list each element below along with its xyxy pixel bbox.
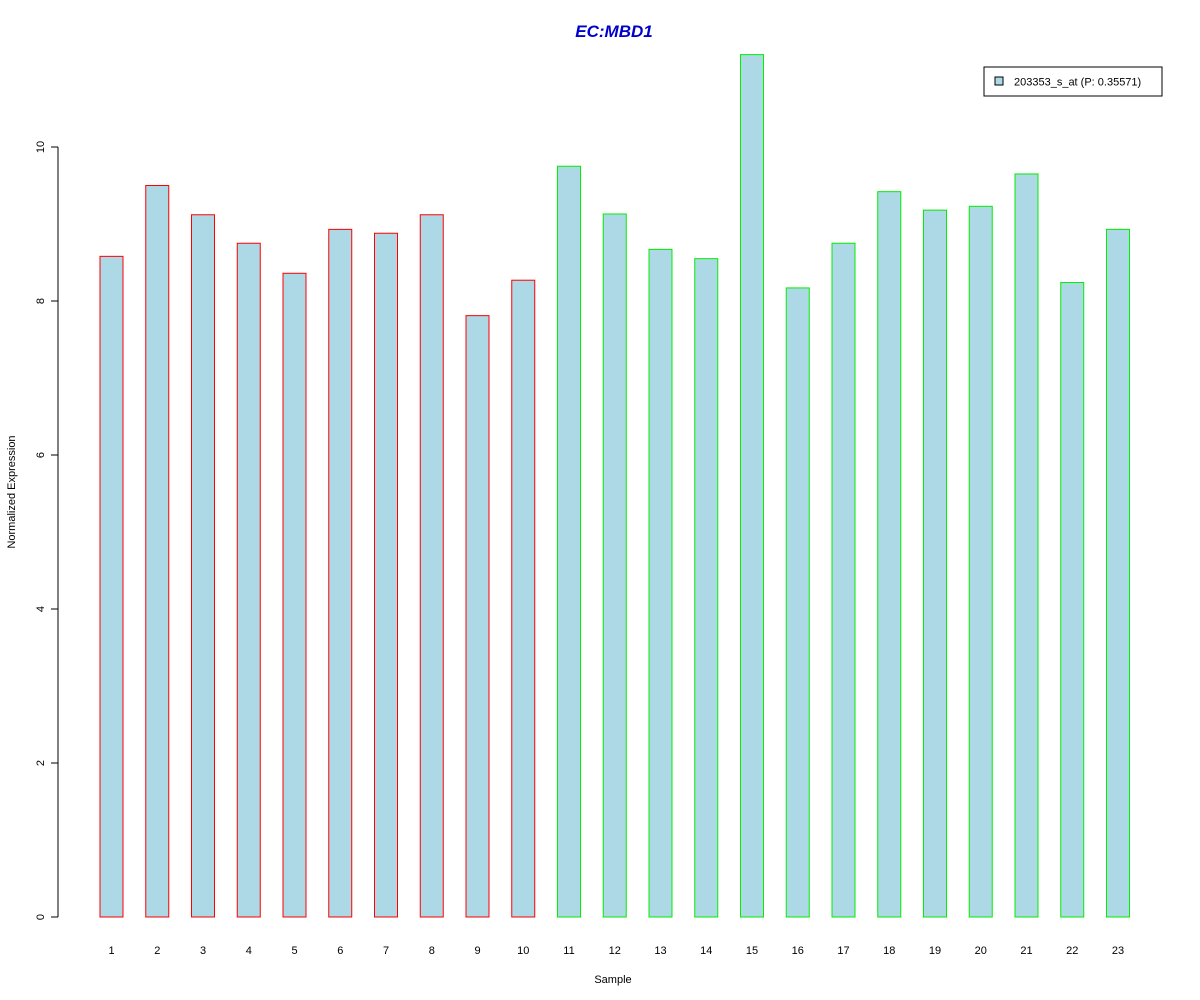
y-tick-label: 0 [35,914,47,920]
bar-sample-22 [1060,282,1085,918]
bar-sample-11 [557,165,581,918]
legend-swatch [994,76,1004,86]
bar-sample-9 [465,315,490,918]
x-tick-label: 15 [746,945,758,957]
y-tick-label: 4 [35,606,47,612]
x-axis-label: Sample [594,974,631,986]
y-tick-label: 6 [35,452,47,458]
bar-sample-16 [785,287,810,918]
bar-sample-20 [968,205,993,918]
x-tick-label: 6 [337,945,343,957]
y-tick-label: 8 [35,298,47,304]
x-tick-label: 16 [792,945,804,957]
bar-sample-12 [602,213,627,918]
bar-sample-6 [328,228,353,918]
x-tick-label: 2 [154,945,160,957]
x-tick-label: 22 [1066,945,1078,957]
x-tick-labels: 1 2 3 4 5 6 7 8 9 10 11 12 13 14 15 16 17 18 19 20 21 22 23 [108,945,1124,957]
bar-sample-15 [740,54,764,918]
legend-entry: 203353_s_at (P: 0.35571) [1014,77,1141,89]
x-tick-label: 12 [609,945,621,957]
x-tick-label: 14 [700,945,712,957]
bar-sample-7 [374,232,398,918]
legend: 203353_s_at (P: 0.35571) [983,66,1163,97]
bar-sample-13 [648,248,673,918]
bar-sample-3 [191,214,215,918]
x-tick-label: 9 [474,945,480,957]
bars [99,54,1130,918]
x-tick-label: 20 [975,945,987,957]
x-tick-label: 13 [654,945,666,957]
x-tick-label: 10 [517,945,529,957]
x-tick-label: 21 [1020,945,1032,957]
x-tick-label: 11 [563,945,574,957]
bar-sample-17 [831,242,856,918]
x-tick-label: 19 [929,945,941,957]
x-tick-label: 18 [883,945,895,957]
x-tick-label: 4 [246,945,252,957]
bar-sample-8 [419,214,444,918]
legend-box [983,66,1163,97]
bar-sample-14 [694,258,719,918]
x-tick-label: 17 [837,945,849,957]
x-tick-label: 7 [383,945,389,957]
y-axis: 0 2 4 6 8 10 [35,141,59,920]
bar-sample-23 [1106,228,1130,918]
chart-title: EC:MBD1 [575,22,652,41]
x-tick-label: 5 [291,945,297,957]
y-tick-label: 2 [35,760,47,766]
bar-sample-10 [511,279,536,918]
bar-sample-21 [1014,173,1039,918]
y-axis-label: Normalized Expression [6,435,18,548]
bar-sample-2 [145,185,170,918]
bar-sample-19 [923,209,947,918]
bar-sample-1 [99,255,124,918]
x-tick-label: 8 [429,945,435,957]
x-tick-label: 1 [108,945,114,957]
x-tick-label: 3 [200,945,206,957]
bar-sample-18 [877,191,902,918]
y-tick-label: 10 [35,141,47,153]
x-tick-label: 23 [1112,945,1124,957]
bar-sample-5 [282,272,307,918]
bar-sample-4 [236,242,261,918]
